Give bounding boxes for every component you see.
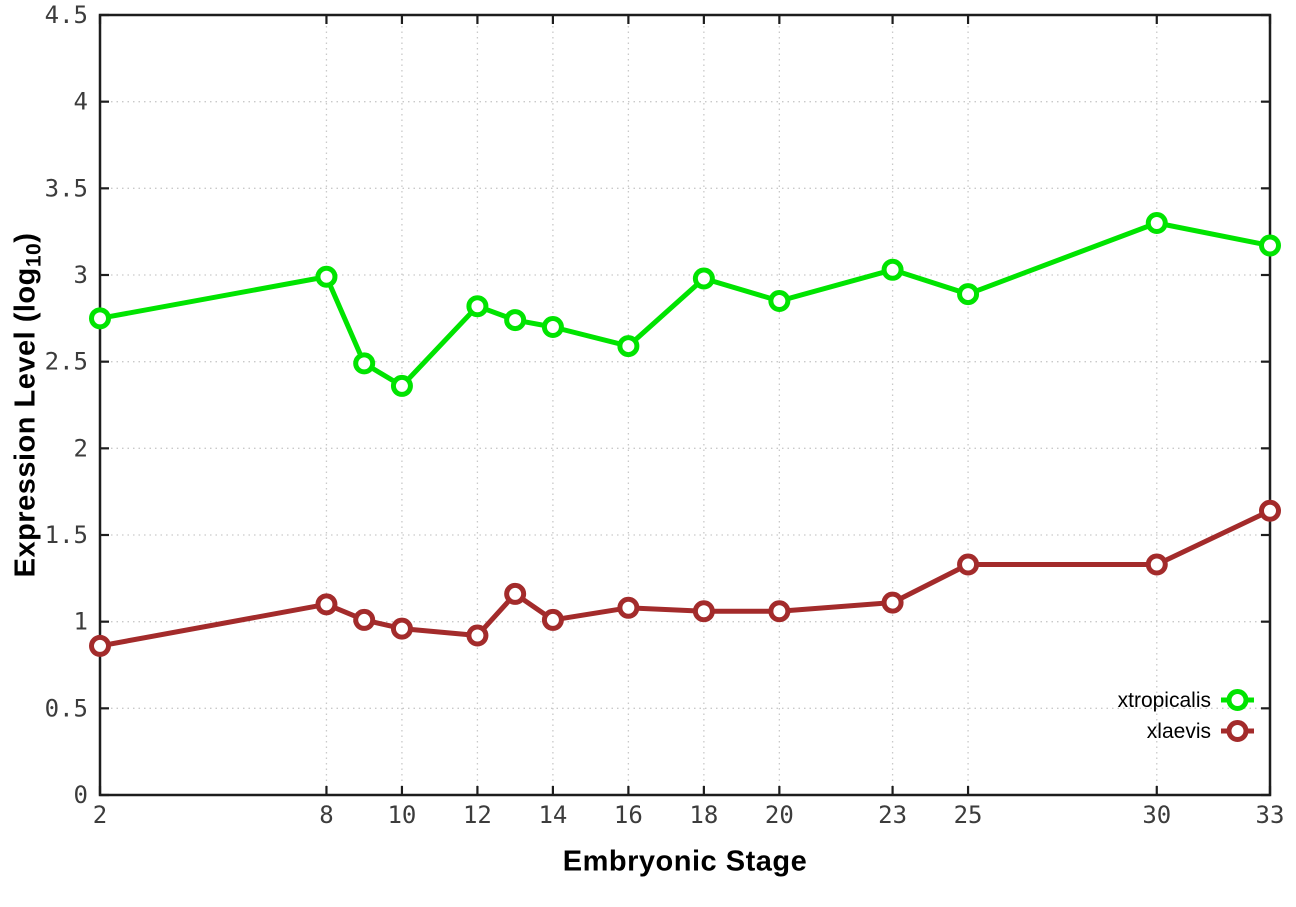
x-tick-label: 14 bbox=[538, 801, 567, 829]
x-tick-label: 23 bbox=[878, 801, 907, 829]
x-tick-label: 33 bbox=[1256, 801, 1285, 829]
data-point-xtropicalis bbox=[390, 374, 413, 397]
data-point-xlaevis bbox=[1145, 553, 1168, 576]
data-point-xlaevis bbox=[957, 553, 980, 576]
y-axis-title-subscript: 10 bbox=[22, 242, 46, 268]
data-point-xtropicalis bbox=[541, 316, 564, 338]
x-tick-label: 10 bbox=[387, 801, 416, 829]
x-axis-title: Embryonic Stage bbox=[562, 845, 808, 878]
y-tick-label: 0.5 bbox=[45, 694, 88, 722]
x-tick-label: 18 bbox=[689, 801, 718, 829]
data-point-xlaevis bbox=[466, 624, 489, 647]
x-tick-label: 2 bbox=[93, 801, 107, 829]
data-point-xtropicalis bbox=[89, 307, 111, 330]
data-point-xtropicalis bbox=[692, 267, 715, 290]
data-point-xtropicalis bbox=[881, 258, 904, 281]
y-tick-label: 3.5 bbox=[45, 174, 88, 202]
data-point-xtropicalis bbox=[504, 309, 527, 332]
x-tick-label: 25 bbox=[954, 801, 983, 829]
data-point-xtropicalis bbox=[768, 290, 791, 312]
x-tick-label: 30 bbox=[1142, 801, 1171, 829]
y-axis-title-suffix: ) bbox=[9, 232, 42, 243]
y-tick-label: 1 bbox=[74, 608, 88, 636]
plot-border bbox=[98, 13, 1272, 797]
data-point-xlaevis bbox=[1259, 499, 1281, 522]
data-point-xlaevis bbox=[390, 617, 413, 640]
legend-sample-marker-xtropicalis bbox=[1226, 689, 1249, 711]
legend-label-xlaevis: xlaevis bbox=[1147, 720, 1211, 743]
x-tick-label: 16 bbox=[614, 801, 643, 829]
y-tick-label: 2 bbox=[74, 434, 88, 462]
data-point-xlaevis bbox=[353, 608, 376, 631]
legend-sample-marker-xlaevis bbox=[1226, 720, 1249, 742]
y-tick-label: 4 bbox=[74, 88, 88, 116]
y-tick-label: 4.5 bbox=[45, 1, 88, 29]
data-point-xlaevis bbox=[504, 582, 527, 605]
legend-label-xtropicalis: xtropicalis bbox=[1118, 689, 1211, 712]
data-point-xtropicalis bbox=[1145, 212, 1168, 234]
data-point-xlaevis bbox=[768, 600, 791, 623]
data-point-xlaevis bbox=[89, 634, 111, 657]
y-tick-label: 0 bbox=[74, 781, 88, 809]
data-point-xtropicalis bbox=[1259, 234, 1281, 257]
y-tick-label: 1.5 bbox=[45, 521, 88, 549]
data-point-xtropicalis bbox=[353, 352, 376, 375]
x-tick-label: 20 bbox=[765, 801, 794, 829]
y-axis-title: Expression Level (log10) bbox=[10, 233, 47, 578]
data-point-xtropicalis bbox=[315, 265, 338, 288]
y-tick-label: 3 bbox=[74, 261, 88, 289]
data-point-xlaevis bbox=[692, 600, 715, 623]
x-tick-label: 8 bbox=[319, 801, 333, 829]
y-tick-label: 2.5 bbox=[45, 348, 88, 376]
data-point-xtropicalis bbox=[466, 295, 489, 318]
series-line-xtropicalis bbox=[97, 220, 1273, 389]
data-point-xlaevis bbox=[315, 593, 338, 616]
data-point-xlaevis bbox=[617, 596, 640, 619]
data-point-xtropicalis bbox=[617, 335, 640, 358]
data-point-xlaevis bbox=[541, 608, 564, 631]
data-point-xlaevis bbox=[881, 591, 904, 614]
y-axis-title-text: Expression Level (log bbox=[9, 267, 42, 578]
data-point-xtropicalis bbox=[957, 283, 980, 306]
series-line-xlaevis bbox=[97, 508, 1273, 649]
x-tick-label: 12 bbox=[463, 801, 492, 829]
